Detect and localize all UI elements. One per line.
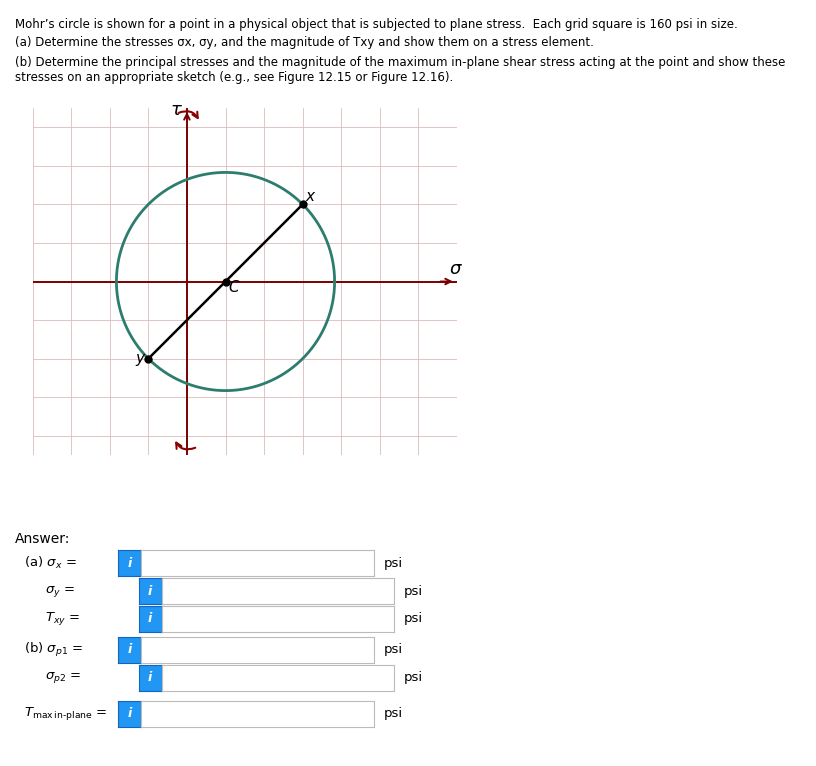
Text: psi: psi [404,613,423,625]
Text: i: i [148,672,153,684]
Text: (a) Determine the stresses σx, σy, and the magnitude of Txy and show them on a s: (a) Determine the stresses σx, σy, and t… [15,36,593,49]
Text: i: i [127,643,132,656]
Text: y: y [135,352,144,366]
Text: Mohr’s circle is shown for a point in a physical object that is subjected to pla: Mohr’s circle is shown for a point in a … [15,18,738,31]
Text: psi: psi [404,585,423,597]
Text: (b) $\sigma_{p1}$ =: (b) $\sigma_{p1}$ = [24,640,84,659]
Text: psi: psi [384,708,402,720]
Text: $\sigma_{p2}$ =: $\sigma_{p2}$ = [45,670,82,686]
Text: σ: σ [450,260,461,278]
Text: $T_{xy}$ =: $T_{xy}$ = [45,611,80,627]
Text: psi: psi [384,643,402,656]
Text: psi: psi [384,557,402,569]
Text: $T_{\mathrm{max\,in\text{-}plane}}$ =: $T_{\mathrm{max\,in\text{-}plane}}$ = [24,705,108,722]
Text: C: C [228,280,239,296]
Text: $\sigma_y$ =: $\sigma_y$ = [45,584,75,599]
Text: Answer:: Answer: [15,532,70,546]
Text: i: i [148,613,153,625]
Text: τ: τ [170,101,181,119]
Text: psi: psi [404,672,423,684]
Text: i: i [127,557,132,569]
Text: i: i [127,708,132,720]
Text: i: i [148,585,153,597]
Text: stresses on an appropriate sketch (e.g., see Figure 12.15 or Figure 12.16).: stresses on an appropriate sketch (e.g.,… [15,71,453,84]
Text: x: x [305,189,314,205]
Text: (a) $\sigma_x$ =: (a) $\sigma_x$ = [24,555,78,571]
Text: (b) Determine the principal stresses and the magnitude of the maximum in-plane s: (b) Determine the principal stresses and… [15,56,785,69]
